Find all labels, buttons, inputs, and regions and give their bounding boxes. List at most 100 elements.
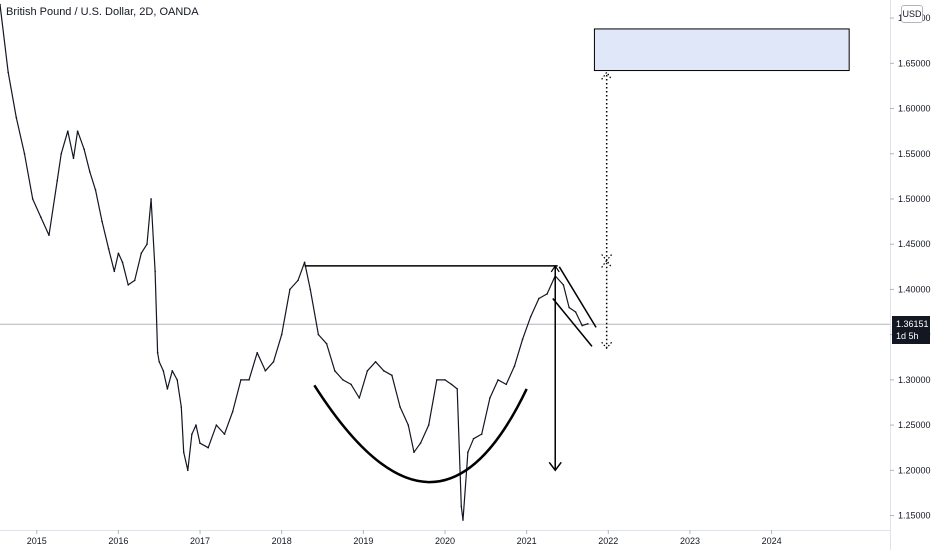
- price-point: [166, 388, 169, 390]
- price-point: [427, 424, 430, 426]
- y-tick-label: 1.30000: [898, 375, 931, 385]
- price-point: [195, 424, 197, 426]
- price-point: [140, 252, 143, 255]
- price-point: [374, 360, 377, 363]
- price-point: [31, 198, 34, 200]
- price-point: [399, 406, 401, 408]
- arrow-head: [548, 461, 562, 472]
- price-point: [538, 297, 540, 300]
- price-point: [444, 379, 446, 381]
- price-point: [456, 388, 459, 390]
- price-point: [521, 338, 524, 340]
- x-tick-label: 2024: [762, 536, 782, 546]
- x-tick-label: 2016: [108, 536, 128, 546]
- price-point: [215, 424, 218, 426]
- y-tick-label: 1.65000: [898, 58, 931, 68]
- price-point: [289, 288, 291, 291]
- x-tick-label: 2023: [680, 536, 700, 546]
- price-point: [180, 406, 183, 408]
- price-point: [489, 397, 491, 399]
- y-tick-label: 1.20000: [898, 465, 931, 475]
- price-point: [94, 189, 97, 191]
- price-point: [529, 315, 532, 318]
- x-tick-label: 2021: [517, 536, 537, 546]
- price-point: [272, 360, 275, 363]
- arrow-head: [601, 259, 613, 268]
- price-point: [546, 293, 548, 295]
- last-price-tag: 1.36151 1d 5h: [892, 316, 930, 344]
- arrow-tail-tick: [601, 254, 613, 262]
- price-point: [297, 279, 299, 282]
- currency-button[interactable]: USD: [901, 5, 923, 23]
- price-point: [413, 451, 415, 454]
- price-point: [333, 370, 336, 372]
- price-point: [562, 284, 565, 286]
- price-point: [497, 379, 499, 381]
- price-point: [146, 243, 148, 245]
- price-point: [76, 130, 79, 132]
- price-point: [342, 379, 344, 381]
- price-point: [280, 333, 283, 336]
- price-point: [256, 351, 259, 354]
- price-point: [66, 130, 69, 132]
- price-point: [101, 220, 103, 223]
- price-point: [240, 379, 242, 381]
- price-point: [0, 3, 1, 6]
- price-point: [23, 152, 26, 155]
- price-point: [366, 370, 369, 372]
- price-point: [191, 433, 193, 435]
- price-point: [350, 383, 352, 386]
- y-tick-label: 1.40000: [898, 284, 931, 294]
- arrow-tail-tick: [601, 341, 613, 350]
- price-point: [107, 247, 110, 250]
- price-point: [117, 252, 120, 255]
- price-point: [150, 198, 152, 200]
- x-tick-label: 2017: [190, 536, 210, 546]
- price-point: [407, 424, 410, 426]
- price-point: [325, 342, 328, 345]
- y-tick-label: 1.55000: [898, 149, 931, 159]
- price-point: [207, 446, 210, 449]
- price-point: [309, 288, 312, 291]
- price-axis[interactable]: 1.700001.650001.600001.550001.500001.450…: [890, 13, 931, 521]
- price-point: [513, 365, 516, 368]
- time-axis[interactable]: 2015 2016 2017 2018 2019 2020 2021 2022 2023 2024: [27, 530, 782, 546]
- flag-upper[interactable]: [558, 266, 597, 328]
- price-point: [419, 442, 422, 444]
- price-point: [15, 116, 18, 119]
- x-tick-label: 2018: [272, 536, 292, 546]
- price-point: [60, 152, 63, 155]
- chart-title: British Pound / U.S. Dollar, 2D, OANDA: [6, 6, 199, 18]
- price-point: [171, 370, 174, 372]
- price-point: [391, 374, 393, 377]
- price-point: [317, 333, 320, 336]
- plot-area[interactable]: [0, 3, 890, 521]
- flag-lower[interactable]: [552, 297, 593, 347]
- price-point: [505, 383, 508, 386]
- price-point: [40, 216, 42, 218]
- y-tick-label: 1.50000: [898, 194, 931, 204]
- price-point: [568, 306, 570, 309]
- price-point: [83, 148, 85, 151]
- price-point: [231, 410, 234, 413]
- price-point: [186, 469, 189, 472]
- price-point: [472, 437, 475, 440]
- x-tick-label: 2019: [353, 536, 373, 546]
- price-point: [127, 284, 129, 286]
- target-zone-box[interactable]: [593, 28, 850, 72]
- arrow-tail-tick: [550, 264, 560, 273]
- price-point: [56, 180, 58, 182]
- cup-arc[interactable]: [313, 384, 528, 484]
- price-point: [133, 279, 136, 282]
- price-point: [264, 370, 267, 372]
- price-point: [248, 379, 250, 381]
- y-tick-label: 1.60000: [898, 104, 931, 114]
- y-tick-label: 1.15000: [898, 511, 931, 521]
- price-point: [581, 324, 583, 327]
- price-point: [303, 261, 306, 264]
- price-series-line: [0, 4, 589, 521]
- price-point: [154, 270, 156, 273]
- price-point: [182, 451, 185, 454]
- arrow-head: [601, 71, 613, 80]
